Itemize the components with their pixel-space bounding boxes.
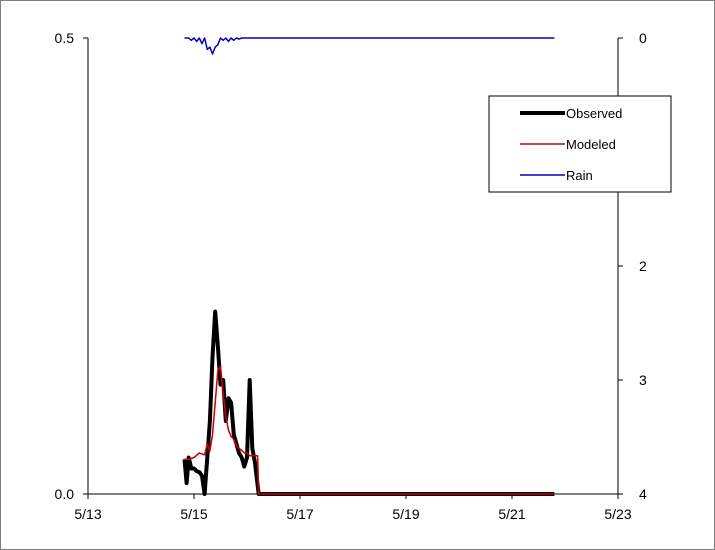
legend-label-observed: Observed: [566, 106, 622, 121]
series-line-modeled: [184, 365, 555, 495]
x-tick-label: 5/13: [74, 506, 101, 522]
legend-label-modeled: Modeled: [566, 137, 616, 152]
legend-box: [488, 95, 672, 193]
left-y-tick-label: 0.0: [55, 486, 75, 502]
series-line-observed: [182, 309, 555, 496]
right-y-tick-label: 3: [639, 372, 647, 388]
series-line-rain: [184, 37, 555, 55]
left-y-tick-label: 0.5: [55, 30, 75, 46]
x-tick-label: 5/19: [392, 506, 419, 522]
x-tick-label: 5/23: [604, 506, 631, 522]
legend: Observed Modeled Rain: [488, 95, 672, 193]
legend-label-rain: Rain: [566, 168, 593, 183]
right-y-tick-label: 2: [639, 258, 647, 274]
right-y-tick-label: 0: [639, 30, 647, 46]
x-tick-label: 5/21: [498, 506, 525, 522]
tick-group: 5/13 5/15 5/17 5/19 5/21 5/23 0.0 0.5 0 2 3 4: [55, 30, 647, 522]
x-tick-label: 5/15: [180, 506, 207, 522]
x-tick-label: 5/17: [286, 506, 313, 522]
right-y-tick-label: 4: [639, 486, 647, 502]
series-group: [182, 37, 555, 496]
